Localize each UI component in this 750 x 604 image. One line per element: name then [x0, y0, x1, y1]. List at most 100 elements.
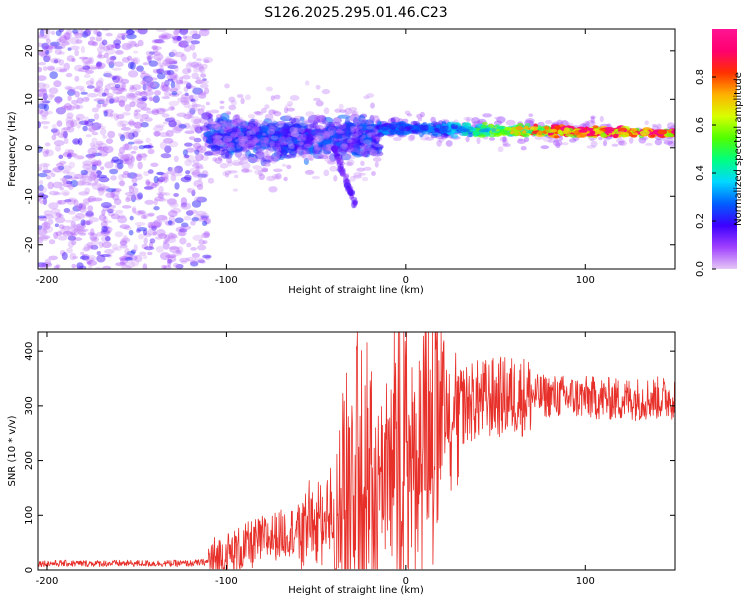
heatmap-cell — [159, 108, 169, 112]
heatmap-cell — [144, 199, 155, 205]
heatmap-cell — [324, 130, 334, 137]
heatmap-cell — [270, 95, 275, 101]
heatmap-cell — [146, 180, 151, 185]
heatmap-cell — [224, 135, 235, 142]
heatmap-cell — [438, 137, 444, 143]
heatmap-cell — [542, 135, 552, 142]
heatmap-cell — [474, 131, 479, 135]
heatmap-cell — [74, 32, 84, 39]
heatmap-cell — [192, 104, 202, 108]
heatmap-cell — [67, 210, 76, 215]
heatmap-cell — [288, 143, 295, 150]
heatmap-cell — [326, 160, 337, 165]
heatmap-cell — [361, 176, 369, 182]
heatmap-cell — [105, 138, 114, 145]
heatmap-cell — [202, 112, 214, 118]
heatmap-cell — [245, 125, 252, 129]
heatmap-ylabel: Frequency (Hz) — [7, 111, 18, 187]
heatmap-cell — [52, 128, 60, 136]
heatmap-cell — [155, 245, 164, 253]
heatmap-cell — [281, 129, 292, 134]
heatmap-cell — [127, 121, 136, 126]
heatmap-cell — [127, 161, 135, 167]
heatmap-cell — [152, 231, 157, 236]
heatmap-cell — [199, 91, 207, 96]
heatmap-cell — [592, 125, 599, 129]
heatmap-cell — [71, 99, 78, 105]
heatmap-cell — [179, 76, 184, 83]
heatmap-cell — [274, 151, 281, 156]
heatmap-cell — [131, 195, 136, 200]
heatmap-cell — [344, 107, 352, 115]
heatmap-cell — [328, 129, 337, 138]
heatmap-cell — [44, 258, 52, 266]
heatmap-cell — [73, 227, 81, 235]
heatmap-cell — [192, 159, 200, 165]
heatmap-cell — [76, 223, 86, 229]
heatmap-cell — [85, 167, 94, 176]
heatmap-cell — [91, 107, 99, 113]
heatmap-cell — [144, 117, 153, 122]
heatmap-cell — [191, 189, 196, 197]
heatmap-cell — [125, 131, 131, 140]
heatmap-cell — [259, 137, 269, 143]
heatmap-cell — [90, 169, 102, 177]
heatmap-cell — [180, 93, 191, 100]
heatmap-cell — [97, 51, 103, 58]
heatmap-cell — [363, 95, 370, 100]
heatmap-cell — [84, 212, 95, 218]
heatmap-cell — [39, 109, 49, 117]
heatmap-cell — [338, 148, 349, 153]
heatmap-cell — [67, 197, 78, 203]
heatmap-cell — [239, 138, 249, 142]
heatmap-cell — [130, 58, 135, 63]
heatmap-cell — [164, 145, 172, 154]
heatmap-cell — [343, 182, 352, 189]
heatmap-cell — [261, 132, 267, 136]
heatmap-cell — [193, 68, 200, 73]
heatmap-cell — [350, 128, 355, 133]
heatmap-cell — [46, 65, 56, 71]
heatmap-cell — [346, 189, 352, 195]
heatmap-cell — [59, 68, 67, 73]
heatmap-cell — [349, 175, 356, 182]
heatmap-cell — [360, 125, 372, 131]
heatmap-cell — [199, 29, 210, 32]
heatmap-cell — [180, 53, 187, 62]
heatmap-cell — [195, 80, 206, 84]
heatmap-cell — [153, 125, 164, 132]
heatmap-cell — [232, 114, 240, 125]
heatmap-cell — [334, 153, 340, 160]
heatmap-cell — [105, 188, 117, 193]
heatmap-cell — [196, 145, 207, 154]
heatmap-cell — [116, 120, 125, 128]
heatmap-cell — [38, 75, 47, 81]
heatmap-cell — [118, 146, 126, 155]
heatmap-cell — [119, 261, 126, 266]
heatmap-cell — [156, 72, 166, 80]
heatmap-cell — [169, 116, 176, 124]
heatmap-cell — [195, 58, 203, 62]
heatmap-cell — [266, 175, 276, 182]
heatmap-cell — [569, 138, 577, 143]
heatmap-cell — [280, 124, 290, 131]
heatmap-cell — [148, 77, 158, 81]
heatmap-cell — [324, 146, 334, 151]
heatmap-cell — [226, 125, 233, 133]
heatmap-cell — [124, 143, 130, 151]
heatmap-cell — [194, 257, 205, 262]
heatmap-cell — [101, 29, 110, 32]
heatmap-cell — [161, 264, 167, 269]
heatmap-cell — [224, 170, 232, 176]
heatmap-cell — [177, 123, 185, 127]
heatmap-cell — [366, 125, 374, 130]
heatmap-cell — [375, 136, 383, 142]
heatmap-cell — [347, 154, 356, 160]
heatmap-cell — [183, 86, 189, 93]
heatmap-cell — [39, 263, 48, 269]
heatmap-cell — [55, 216, 66, 224]
heatmap-cell — [126, 251, 136, 256]
heatmap-cell — [323, 107, 330, 115]
heatmap-cell — [147, 148, 155, 155]
heatmap-cell — [638, 136, 647, 144]
